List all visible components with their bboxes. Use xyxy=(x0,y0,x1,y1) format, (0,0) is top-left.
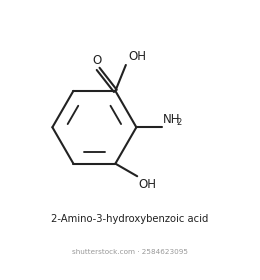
Text: shutterstock.com · 2584623095: shutterstock.com · 2584623095 xyxy=(72,249,188,255)
Text: 2-Amino-3-hydroxybenzoic acid: 2-Amino-3-hydroxybenzoic acid xyxy=(51,214,209,224)
Text: O: O xyxy=(92,54,101,67)
Text: OH: OH xyxy=(128,50,146,63)
Text: 2: 2 xyxy=(176,118,181,127)
Text: OH: OH xyxy=(139,178,157,190)
Text: NH: NH xyxy=(163,113,180,126)
